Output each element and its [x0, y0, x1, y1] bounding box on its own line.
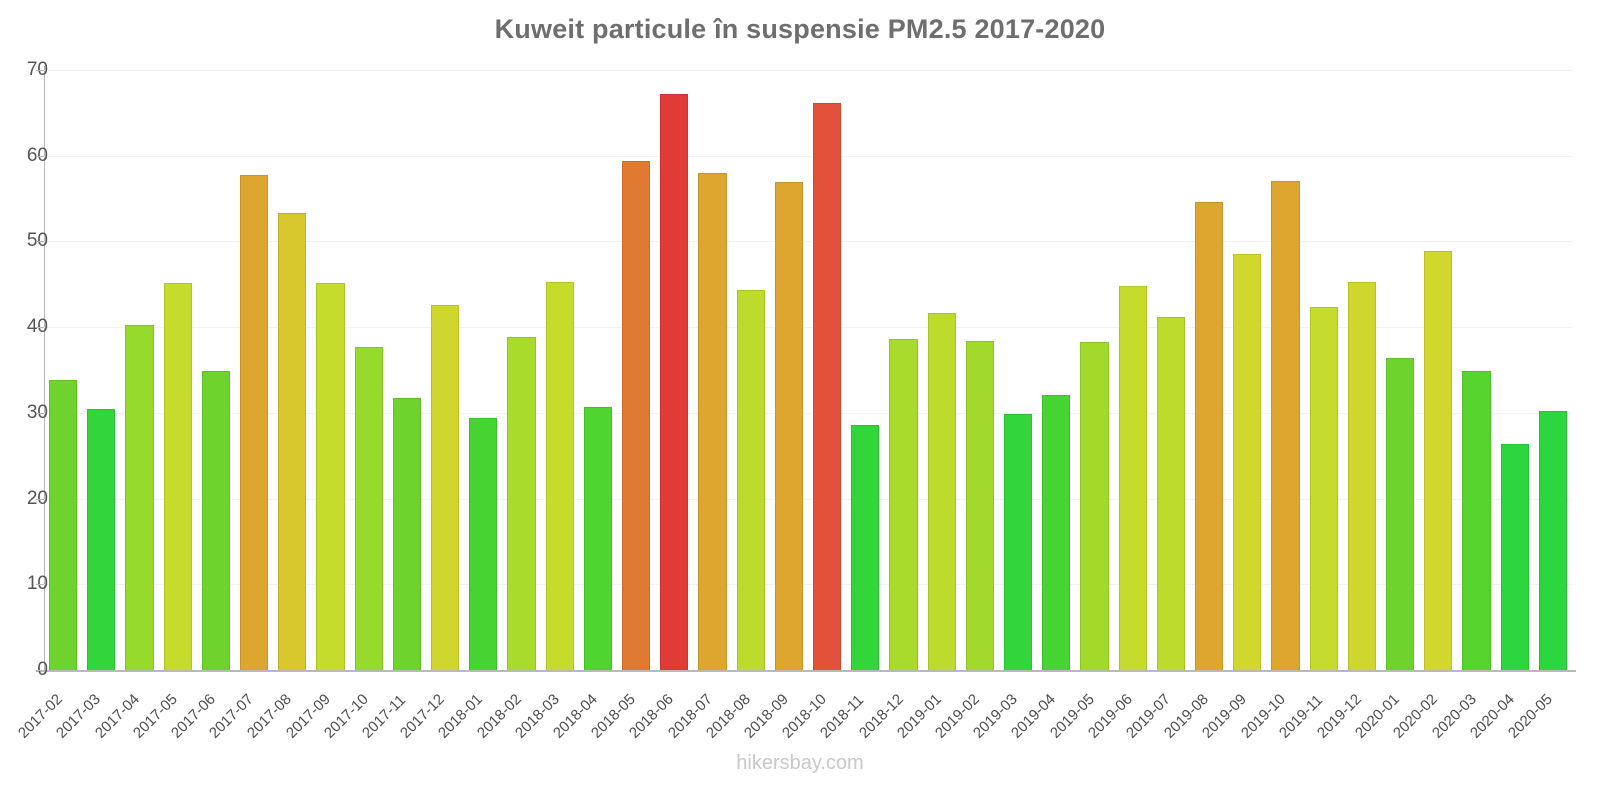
bar[interactable]: [316, 283, 345, 670]
gridline: [44, 584, 1572, 586]
bar[interactable]: [430, 304, 460, 670]
bar[interactable]: [48, 380, 78, 670]
y-tick-mark: [36, 327, 44, 329]
bar[interactable]: [965, 340, 995, 670]
bar[interactable]: [201, 370, 231, 670]
y-tick-mark: [36, 412, 44, 414]
bar[interactable]: [1347, 281, 1377, 670]
y-tick-label: 50: [26, 230, 48, 252]
y-tick-label: 10: [26, 573, 48, 595]
bar[interactable]: [1080, 341, 1109, 670]
bar[interactable]: [1309, 307, 1338, 670]
bar[interactable]: [469, 418, 498, 670]
plot-area: [44, 70, 1572, 670]
y-tick-mark: [36, 155, 44, 157]
y-axis-line: [44, 66, 45, 674]
bar[interactable]: [1042, 394, 1071, 670]
y-tick-mark: [36, 241, 44, 243]
y-tick-mark: [36, 670, 44, 671]
bar[interactable]: [927, 313, 956, 670]
y-tick-mark: [36, 584, 44, 586]
bar[interactable]: [851, 424, 880, 670]
bar[interactable]: [1538, 411, 1568, 670]
y-tick-mark: [36, 70, 44, 71]
bar[interactable]: [1118, 286, 1147, 670]
y-tick-label: 60: [26, 144, 48, 166]
bar[interactable]: [660, 94, 689, 670]
y-tick-label: 30: [26, 401, 48, 423]
bar[interactable]: [889, 339, 918, 670]
bar[interactable]: [278, 213, 307, 670]
bar[interactable]: [621, 160, 651, 670]
gridline: [44, 498, 1572, 500]
bar[interactable]: [1233, 254, 1262, 670]
chart-title: Kuweit particule în suspensie PM2.5 2017…: [494, 14, 1106, 44]
bar[interactable]: [736, 290, 765, 670]
gridline: [44, 241, 1572, 243]
y-tick-label: 40: [26, 316, 48, 338]
bar[interactable]: [1156, 316, 1186, 670]
bar[interactable]: [774, 182, 804, 670]
bar[interactable]: [1385, 358, 1415, 670]
bar[interactable]: [87, 409, 116, 670]
bar[interactable]: [812, 102, 842, 670]
gridline: [44, 327, 1572, 329]
y-tick-label: 0: [4, 659, 48, 681]
bar[interactable]: [163, 282, 192, 670]
bar[interactable]: [1194, 202, 1224, 670]
bar[interactable]: [1003, 413, 1033, 670]
bar[interactable]: [354, 346, 383, 670]
bar[interactable]: [1271, 180, 1300, 670]
y-tick-label: 20: [26, 487, 48, 509]
bar[interactable]: [392, 398, 422, 670]
bar[interactable]: [583, 406, 613, 670]
bar[interactable]: [545, 281, 574, 670]
bar[interactable]: [1500, 443, 1529, 670]
x-axis-line: [36, 670, 1576, 672]
bar[interactable]: [239, 174, 269, 670]
gridline: [44, 155, 1572, 157]
source-credit: hikersbay.com: [736, 752, 864, 774]
bar[interactable]: [507, 337, 536, 670]
bar[interactable]: [1424, 250, 1453, 670]
bar[interactable]: [125, 325, 154, 670]
y-tick-mark: [36, 498, 44, 500]
bar[interactable]: [698, 172, 727, 670]
gridline: [44, 70, 1572, 71]
y-tick-label: 70: [26, 59, 48, 80]
bar[interactable]: [1462, 370, 1491, 670]
gridline: [44, 412, 1572, 414]
